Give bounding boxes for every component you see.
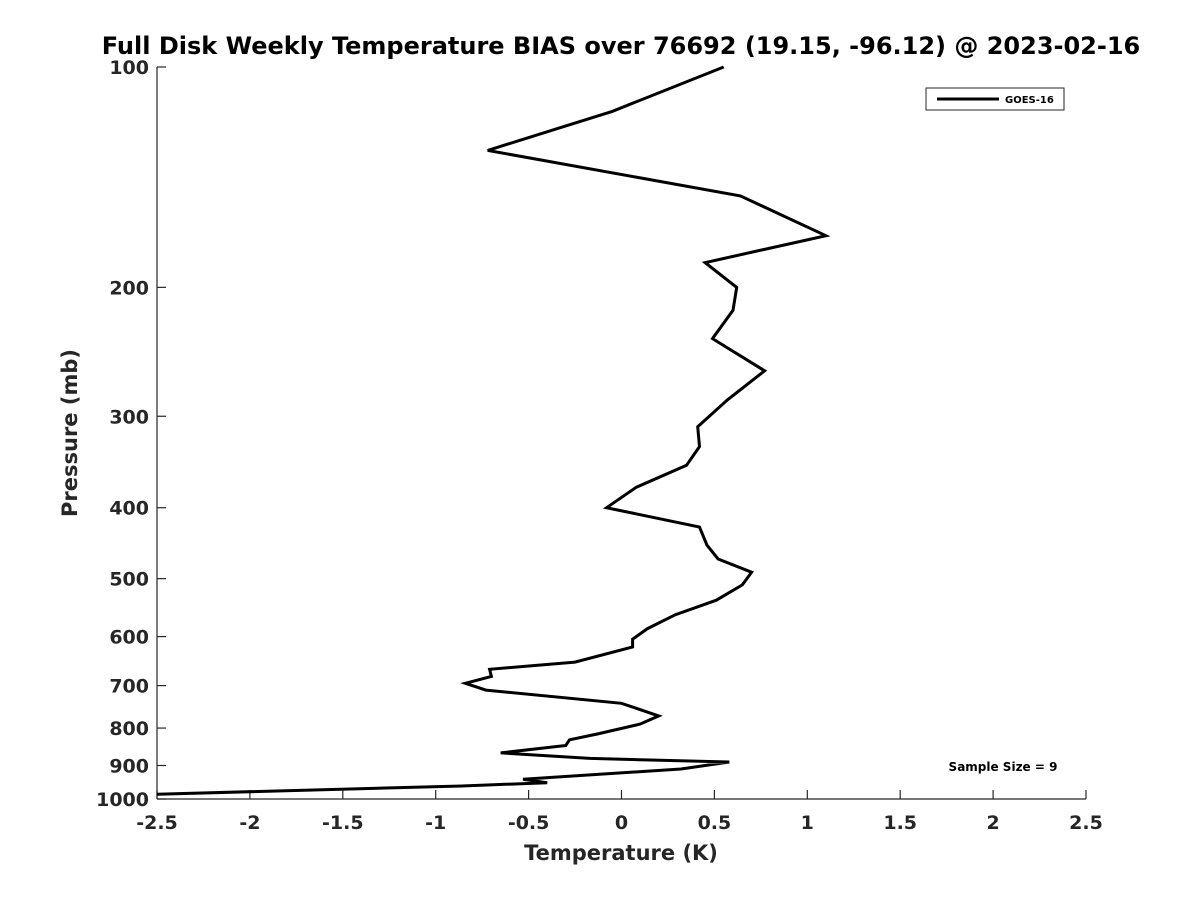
x-tick-label: 0.5 <box>698 812 732 834</box>
x-tick-label: 1.5 <box>883 812 917 834</box>
x-tick-label: 2.5 <box>1069 812 1103 834</box>
y-tick-label: 300 <box>109 406 149 428</box>
y-tick-label: 500 <box>109 569 149 591</box>
y-tick-label: 1000 <box>96 789 149 811</box>
x-tick-label: 0 <box>615 812 628 834</box>
x-tick-label: -2 <box>239 812 260 834</box>
y-tick-label: 100 <box>109 57 149 79</box>
plot-axes <box>156 67 1086 800</box>
y-tick-label: 700 <box>109 676 149 698</box>
x-tick-label: -1.5 <box>322 812 364 834</box>
legend-entry-goes-16: GOES-16 <box>1005 95 1054 106</box>
x-tick-label: -0.5 <box>508 812 550 834</box>
x-tick-label: 2 <box>986 812 999 834</box>
y-axis-label: Pressure (mb) <box>58 349 82 517</box>
y-tick-label: 600 <box>109 627 149 649</box>
legend: GOES-16 <box>925 87 1065 111</box>
x-axis-label: Temperature (K) <box>524 841 718 865</box>
chart-title: Full Disk Weekly Temperature BIAS over 7… <box>102 32 1141 60</box>
x-tick-label: -1 <box>425 812 446 834</box>
x-tick-label: 1 <box>801 812 814 834</box>
x-ticks: -2.5 -2 -1.5 -1 -0.5 0 0.5 1 1.5 2 2.5 <box>136 790 1103 834</box>
y-tick-label: 200 <box>109 277 149 299</box>
x-tick-label: -2.5 <box>136 812 178 834</box>
sample-size-annotation: Sample Size = 9 <box>949 760 1058 774</box>
y-ticks: 100 200 300 400 500 600 700 800 900 1000 <box>96 57 166 811</box>
series-line-goes-16 <box>156 65 831 796</box>
y-tick-label: 400 <box>109 498 149 520</box>
y-tick-label: 800 <box>109 718 149 740</box>
y-tick-label: 900 <box>109 756 149 778</box>
